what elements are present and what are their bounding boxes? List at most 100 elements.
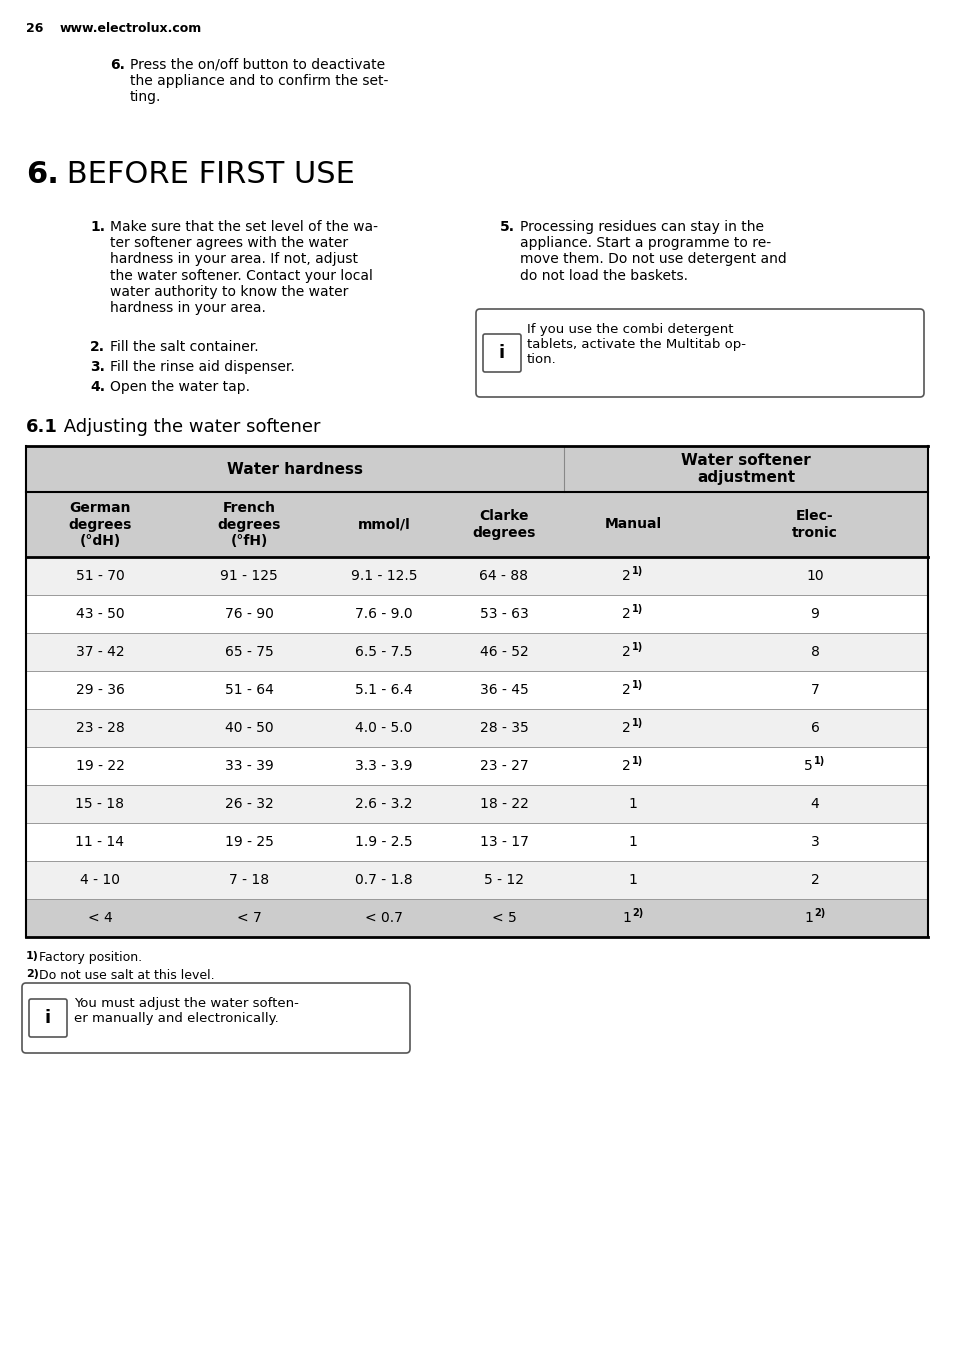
Text: BEFORE FIRST USE: BEFORE FIRST USE [57,160,355,189]
Text: 4: 4 [810,796,819,811]
Text: Do not use salt at this level.: Do not use salt at this level. [39,969,214,982]
Text: 2: 2 [621,645,630,658]
Text: 2): 2) [26,969,39,979]
Text: 13 - 17: 13 - 17 [479,836,528,849]
Text: Clarke
degrees: Clarke degrees [472,510,536,539]
Text: 2: 2 [621,683,630,698]
Text: 51 - 70: 51 - 70 [75,569,124,583]
Bar [26,861,927,899]
Text: 37 - 42: 37 - 42 [75,645,124,658]
Text: 6.1: 6.1 [26,418,58,435]
Text: 1: 1 [628,836,637,849]
Text: 2: 2 [621,607,630,621]
Text: 36 - 45: 36 - 45 [479,683,528,698]
Text: 2): 2) [813,909,824,918]
Text: 1): 1) [631,642,642,652]
Text: 91 - 125: 91 - 125 [220,569,277,583]
Text: 5: 5 [803,758,812,773]
Text: Fill the rinse aid dispenser.: Fill the rinse aid dispenser. [110,360,294,375]
Text: 1): 1) [631,604,642,614]
Text: 1: 1 [628,796,637,811]
Text: 1: 1 [621,911,630,925]
Text: 26 - 32: 26 - 32 [224,796,274,811]
Bar [26,595,927,633]
Bar [26,446,927,492]
Text: Elec-
tronic: Elec- tronic [791,510,837,539]
Text: 1): 1) [813,756,824,767]
Text: 8: 8 [810,645,819,658]
Text: 4.: 4. [90,380,105,393]
Text: < 5: < 5 [491,911,516,925]
Text: 23 - 28: 23 - 28 [75,721,124,735]
Text: 1): 1) [631,718,642,727]
Text: 2.: 2. [90,339,105,354]
Text: mmol/l: mmol/l [357,518,410,531]
Text: 5.1 - 6.4: 5.1 - 6.4 [355,683,413,698]
Bar [26,899,927,937]
Text: Manual: Manual [604,518,660,531]
Text: 29 - 36: 29 - 36 [75,683,124,698]
Bar [26,708,927,748]
Text: 2: 2 [621,721,630,735]
Text: 1: 1 [628,873,637,887]
Text: 5.: 5. [499,220,515,234]
Text: 15 - 18: 15 - 18 [75,796,125,811]
Text: 3: 3 [810,836,819,849]
Text: French
degrees
(°fH): French degrees (°fH) [217,502,280,548]
Text: Fill the salt container.: Fill the salt container. [110,339,258,354]
Bar [26,633,927,671]
Text: 64 - 88: 64 - 88 [479,569,528,583]
Text: 3.: 3. [90,360,105,375]
Text: 5 - 12: 5 - 12 [483,873,523,887]
Text: 9.1 - 12.5: 9.1 - 12.5 [351,569,416,583]
Bar [26,492,927,557]
Text: 6.: 6. [110,58,125,72]
Text: 0.7 - 1.8: 0.7 - 1.8 [355,873,413,887]
Text: 4.0 - 5.0: 4.0 - 5.0 [355,721,413,735]
Text: 2: 2 [621,758,630,773]
FancyBboxPatch shape [476,310,923,397]
Text: 65 - 75: 65 - 75 [224,645,274,658]
FancyBboxPatch shape [29,999,67,1037]
Text: i: i [45,1009,51,1028]
Text: 4 - 10: 4 - 10 [80,873,120,887]
Text: 1): 1) [631,680,642,690]
Text: 1.: 1. [90,220,105,234]
Text: Open the water tap.: Open the water tap. [110,380,250,393]
Text: 6: 6 [810,721,819,735]
Text: 3.3 - 3.9: 3.3 - 3.9 [355,758,413,773]
Text: 11 - 14: 11 - 14 [75,836,125,849]
Text: 2): 2) [631,909,642,918]
Text: Adjusting the water softener: Adjusting the water softener [58,418,320,435]
Text: 7.6 - 9.0: 7.6 - 9.0 [355,607,413,621]
Text: 1: 1 [803,911,812,925]
Text: 1): 1) [631,566,642,576]
Text: German
degrees
(°dH): German degrees (°dH) [69,502,132,548]
Text: 6.5 - 7.5: 6.5 - 7.5 [355,645,413,658]
Text: 19 - 22: 19 - 22 [75,758,124,773]
Text: 7 - 18: 7 - 18 [229,873,269,887]
Text: 28 - 35: 28 - 35 [479,721,528,735]
Text: 1): 1) [26,950,39,961]
Text: 7: 7 [810,683,819,698]
Bar [26,823,927,861]
Text: 53 - 63: 53 - 63 [479,607,528,621]
Text: If you use the combi detergent
tablets, activate the Multitab op-
tion.: If you use the combi detergent tablets, … [526,323,745,366]
Text: Processing residues can stay in the
appliance. Start a programme to re-
move the: Processing residues can stay in the appl… [519,220,786,283]
Text: 6.: 6. [26,160,59,189]
Text: 43 - 50: 43 - 50 [75,607,124,621]
Text: 19 - 25: 19 - 25 [224,836,274,849]
Text: 2: 2 [621,569,630,583]
Bar [26,557,927,595]
Bar [26,671,927,708]
FancyBboxPatch shape [22,983,410,1053]
Text: 40 - 50: 40 - 50 [225,721,273,735]
Text: Water softener
adjustment: Water softener adjustment [680,453,810,485]
Text: 76 - 90: 76 - 90 [224,607,274,621]
Bar [26,786,927,823]
Text: 9: 9 [810,607,819,621]
Text: 10: 10 [805,569,823,583]
Text: Factory position.: Factory position. [39,950,142,964]
Text: i: i [498,343,504,362]
Text: < 4: < 4 [88,911,112,925]
